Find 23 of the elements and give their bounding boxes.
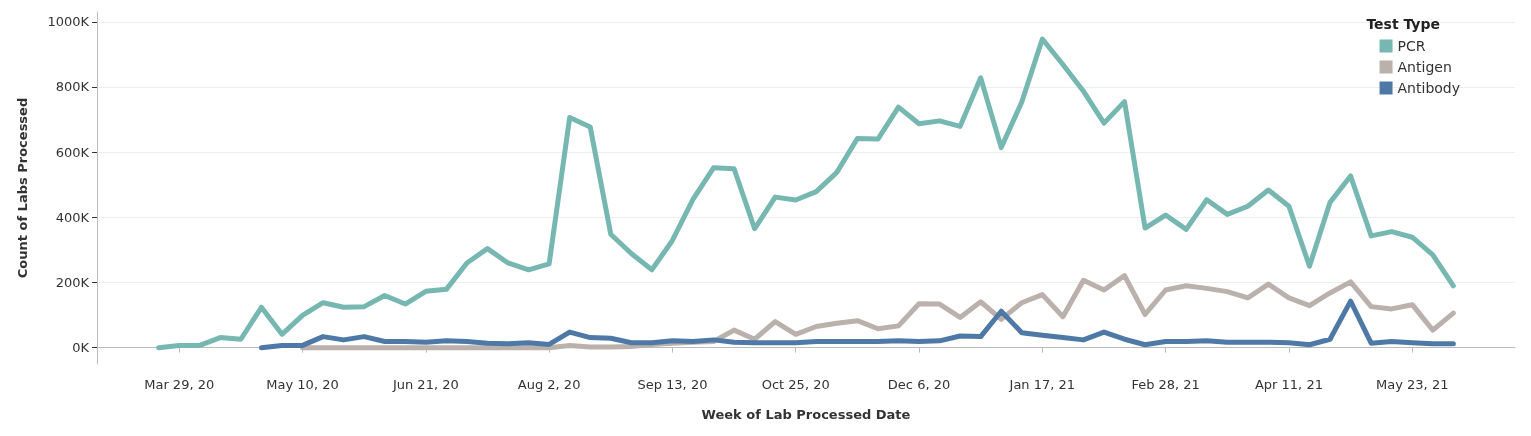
y-tick-label: 0K xyxy=(72,340,90,356)
y-tick-label: 1000K xyxy=(47,14,90,30)
y-tick-label: 600K xyxy=(55,144,90,160)
y-tick-label: 800K xyxy=(55,79,90,95)
legend-label: Antibody xyxy=(1397,80,1460,96)
x-tick-label: Dec 6, 20 xyxy=(887,377,951,392)
x-tick-label: Oct 25, 20 xyxy=(761,377,830,392)
y-tick-label: 400K xyxy=(55,209,90,225)
y-axis-title: Count of Labs Processed xyxy=(15,97,30,279)
x-axis-title: Week of Lab Processed Date xyxy=(701,407,911,422)
legend-label: Antigen xyxy=(1397,59,1452,75)
x-tick-label: Jun 21, 20 xyxy=(391,377,459,392)
x-tick-label: May 10, 20 xyxy=(266,377,339,392)
x-tick-label: Aug 2, 20 xyxy=(517,377,581,392)
x-tick-label: Apr 11, 21 xyxy=(1254,377,1323,392)
legend-label: PCR xyxy=(1397,38,1426,54)
x-tick-label: Feb 28, 21 xyxy=(1131,377,1200,392)
y-tick-label: 200K xyxy=(55,275,90,291)
x-tick-label: Sep 13, 20 xyxy=(637,377,708,392)
x-tick-label: Jan 17, 21 xyxy=(1008,377,1076,392)
x-tick-label: Mar 29, 20 xyxy=(144,377,215,392)
legend-title: Test Type xyxy=(1366,16,1441,32)
x-tick-label: May 23, 21 xyxy=(1376,377,1449,392)
